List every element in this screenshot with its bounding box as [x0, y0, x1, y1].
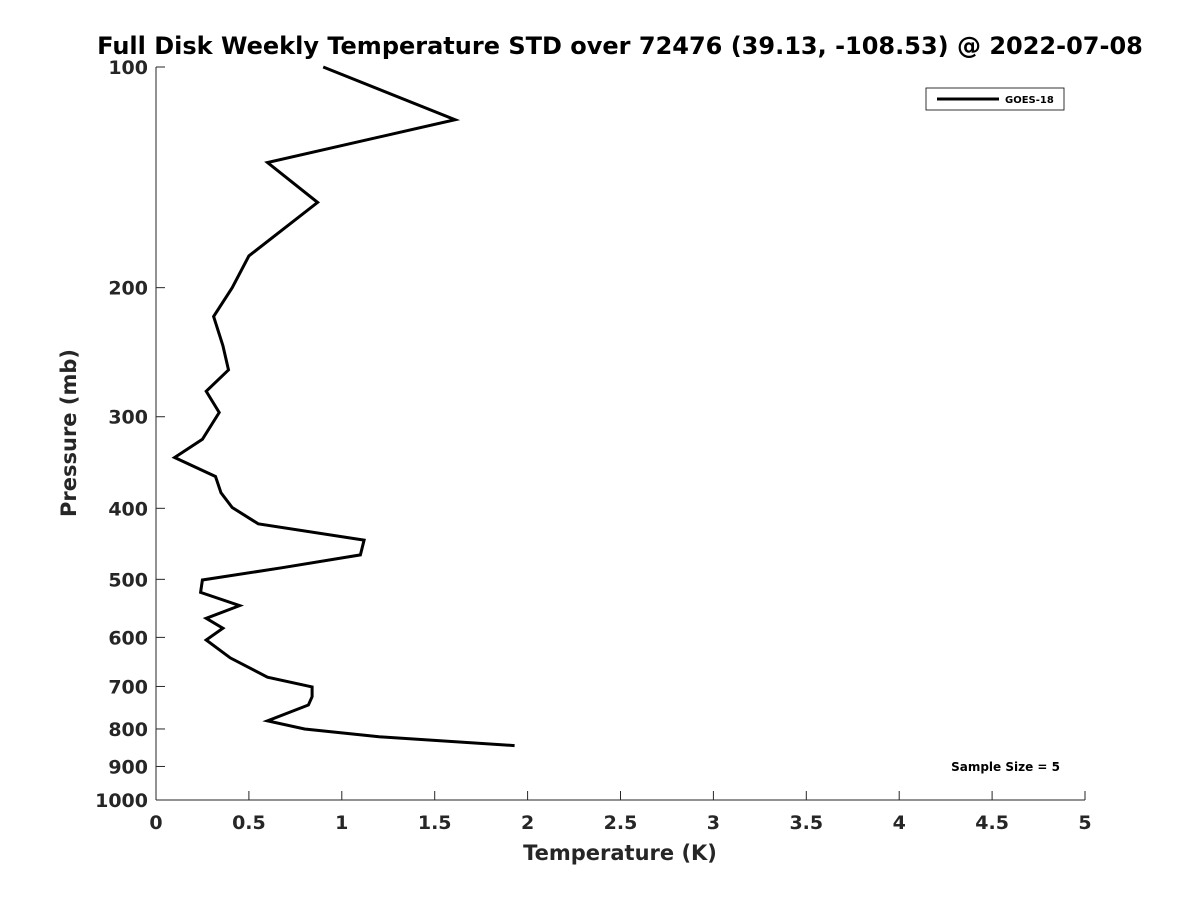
legend: GOES-18: [925, 87, 1065, 111]
x-tick-label: 5: [1078, 812, 1091, 834]
y-tick-label: 400: [108, 498, 148, 520]
x-tick-label: 0.5: [232, 812, 266, 834]
y-tick-label: 300: [108, 407, 148, 429]
x-axis-ticks: 0 0.5 1 1.5 2 2.5 3 3.5 4 4.5 5: [149, 791, 1092, 834]
x-axis-label: Temperature (K): [523, 841, 717, 865]
x-tick-label: 1: [335, 812, 348, 834]
y-tick-label: 200: [108, 278, 148, 300]
y-tick-label: 500: [108, 569, 148, 591]
x-tick-label: 4.5: [975, 812, 1009, 834]
x-tick-label: 0: [149, 812, 162, 834]
series-layer: [171, 65, 515, 748]
sample-size-annotation: Sample Size = 5: [951, 760, 1060, 774]
x-tick-label: 4: [893, 812, 906, 834]
y-tick-label: 800: [108, 719, 148, 741]
chart-title: Full Disk Weekly Temperature STD over 72…: [97, 32, 1143, 60]
x-tick-label: 2.5: [604, 812, 638, 834]
x-tick-label: 1.5: [418, 812, 452, 834]
x-tick-label: 3: [707, 812, 720, 834]
y-tick-label: 700: [108, 676, 148, 698]
y-tick-label: 900: [108, 756, 148, 778]
series-line-goes-18: [171, 65, 515, 748]
x-tick-label: 3.5: [789, 812, 823, 834]
x-tick-label: 2: [521, 812, 534, 834]
y-axis-label: Pressure (mb): [57, 349, 81, 517]
y-tick-label: 600: [108, 627, 148, 649]
y-axis-ticks: 100 200 300 400 500 600 700 800 900 1000: [95, 57, 165, 812]
legend-label-goes-18: GOES-18: [1005, 95, 1054, 106]
y-tick-label: 100: [108, 57, 148, 79]
y-tick-label: 1000: [95, 790, 148, 812]
axes: [155, 67, 1085, 801]
